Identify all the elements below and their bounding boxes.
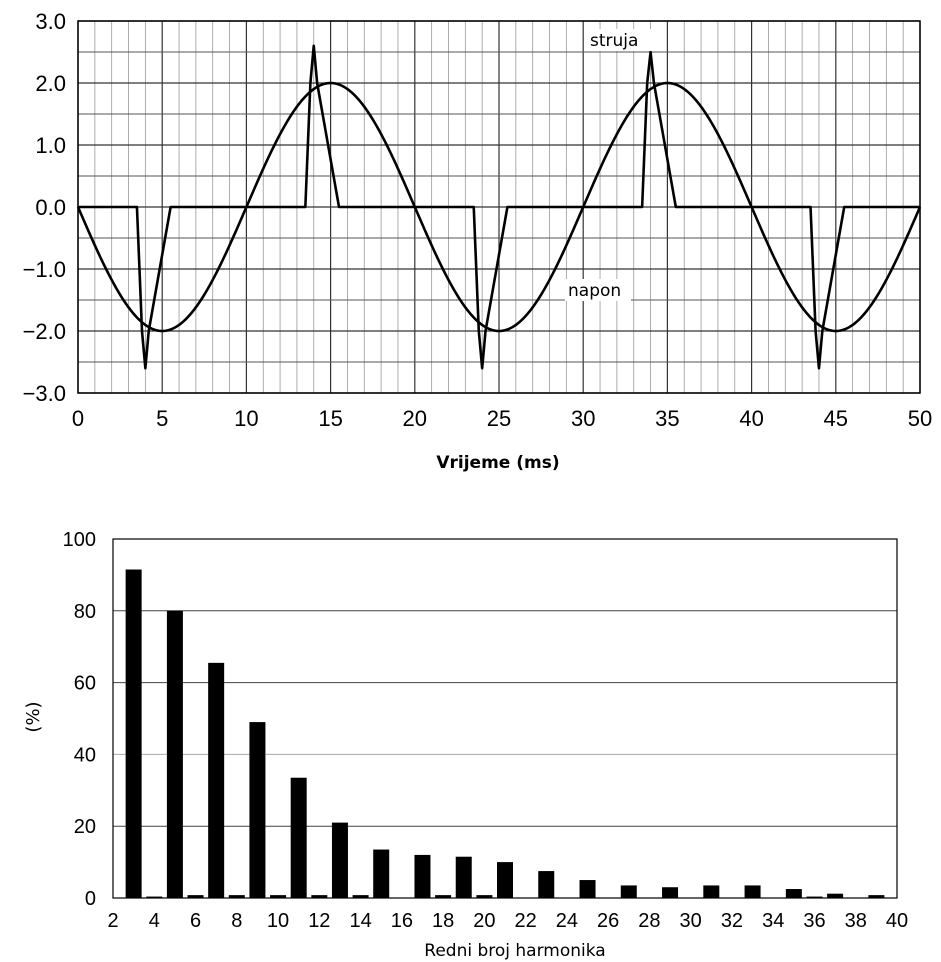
- harmonic-bar: [662, 887, 679, 898]
- harmonics-chart: 2 4 6 8 10 12 14 16 18 20 22 24 26 28 30 32 34 36 38 400204…: [23, 529, 908, 961]
- harmonics-x-tick-label: 38: [845, 910, 867, 932]
- harmonics-x-tick-label: 22: [515, 910, 537, 932]
- waveform-y-tick-label: −2.0: [23, 319, 66, 344]
- harmonics-y-tick-label: 0: [85, 888, 96, 910]
- harmonic-bar: [373, 849, 390, 898]
- waveform-chart: struja napon 0 5 10 15 20 25 30 35 40 45 50 3.0 2.0 1.…: [23, 9, 933, 473]
- waveform-x-tick-label: 50: [908, 406, 932, 431]
- harmonics-x-tick-label: 14: [349, 910, 371, 932]
- struja-line: [78, 44, 920, 370]
- harmonic-bar: [331, 822, 348, 898]
- harmonic-bar: [806, 896, 823, 898]
- harmonic-bar: [249, 722, 266, 898]
- harmonics-x-tick-label: 10: [267, 910, 289, 932]
- napon-annotation: napon: [568, 281, 621, 301]
- harmonics-x-tick-label: 2: [107, 910, 118, 932]
- harmonics-y-tick-label: 100: [63, 529, 96, 551]
- harmonic-bar: [538, 871, 555, 898]
- harmonic-bar: [187, 895, 204, 898]
- harmonics-x-tick-label: 8: [231, 910, 242, 932]
- harmonic-bar: [146, 896, 163, 898]
- waveform-x-tick-label: 25: [487, 406, 511, 431]
- waveform-x-tick-label: 35: [655, 406, 679, 431]
- harmonic-bar: [744, 885, 761, 898]
- harmonics-x-tick-label: 40: [886, 910, 908, 932]
- harmonics-y-tick-label: 40: [74, 744, 96, 766]
- harmonic-bar: [497, 862, 513, 898]
- harmonic-bar: [414, 854, 431, 898]
- harmonics-x-tick-label: 6: [190, 910, 201, 932]
- harmonic-bar: [166, 610, 183, 898]
- struja-annotation: struja: [590, 31, 638, 51]
- waveform-x-tick-label: 30: [571, 406, 595, 431]
- waveform-x-tick-label: 45: [824, 406, 848, 431]
- harmonics-x-tick-label: 36: [803, 910, 825, 932]
- harmonics-x-axis-label: Redni broj harmonika: [424, 941, 605, 961]
- waveform-y-tick-label: 2.0: [35, 71, 66, 96]
- harmonics-x-tick-label: 28: [638, 910, 660, 932]
- struja-annotation-bg: [587, 29, 651, 51]
- harmonic-bar: [703, 885, 720, 898]
- harmonics-x-tick-label: 16: [391, 910, 413, 932]
- harmonics-x-tick-label: 26: [597, 910, 619, 932]
- harmonics-y-axis-label: (%): [23, 701, 44, 732]
- harmonic-bar: [579, 880, 596, 898]
- waveform-x-tick-label: 10: [234, 406, 258, 431]
- waveform-x-axis-label: Vrijeme (ms): [436, 453, 559, 473]
- harmonic-bar: [785, 889, 802, 898]
- harmonic-bar: [290, 777, 307, 898]
- waveform-x-tick-label: 0: [72, 406, 84, 431]
- harmonics-x-tick-label: 32: [721, 910, 743, 932]
- harmonics-x-tick-label: 30: [680, 910, 702, 932]
- harmonic-bar: [125, 569, 142, 898]
- harmonic-bar: [827, 893, 844, 898]
- harmonics-y-tick-label: 20: [74, 816, 96, 838]
- harmonic-bar: [476, 895, 493, 898]
- waveform-y-tick-label: 0.0: [35, 195, 66, 220]
- waveform-x-tick-label: 20: [403, 406, 427, 431]
- harmonic-bar: [270, 895, 287, 898]
- harmonics-plot-frame: [112, 538, 898, 899]
- harmonics-y-tick-label: 80: [74, 601, 96, 623]
- waveform-x-tick-label: 40: [739, 406, 763, 431]
- harmonic-bar: [208, 662, 225, 898]
- waveform-y-tick-label: 1.0: [35, 133, 66, 158]
- waveform-y-tick-label: 3.0: [35, 9, 66, 34]
- harmonic-bar: [228, 895, 245, 898]
- harmonic-bar: [311, 895, 328, 898]
- harmonics-x-tick-label: 18: [432, 910, 454, 932]
- harmonics-x-tick-label: 24: [556, 910, 578, 932]
- waveform-y-tick-label: −3.0: [23, 381, 66, 406]
- harmonic-bar: [435, 895, 452, 898]
- harmonics-x-tick-label: 4: [149, 910, 160, 932]
- harmonic-bar: [868, 895, 885, 898]
- harmonics-x-tick-label: 12: [308, 910, 330, 932]
- waveform-y-tick-label: −1.0: [23, 257, 66, 282]
- harmonic-bar: [620, 885, 637, 898]
- waveform-x-tick-label: 5: [156, 406, 168, 431]
- harmonics-y-tick-label: 60: [74, 673, 96, 695]
- harmonics-x-tick-label: 34: [762, 910, 784, 932]
- harmonic-bar: [455, 856, 472, 898]
- waveform-x-tick-label: 15: [318, 406, 342, 431]
- napon-annotation-bg: [565, 279, 631, 301]
- harmonic-bar: [352, 895, 369, 898]
- harmonics-x-tick-label: 20: [473, 910, 495, 932]
- napon-line: [76, 81, 922, 333]
